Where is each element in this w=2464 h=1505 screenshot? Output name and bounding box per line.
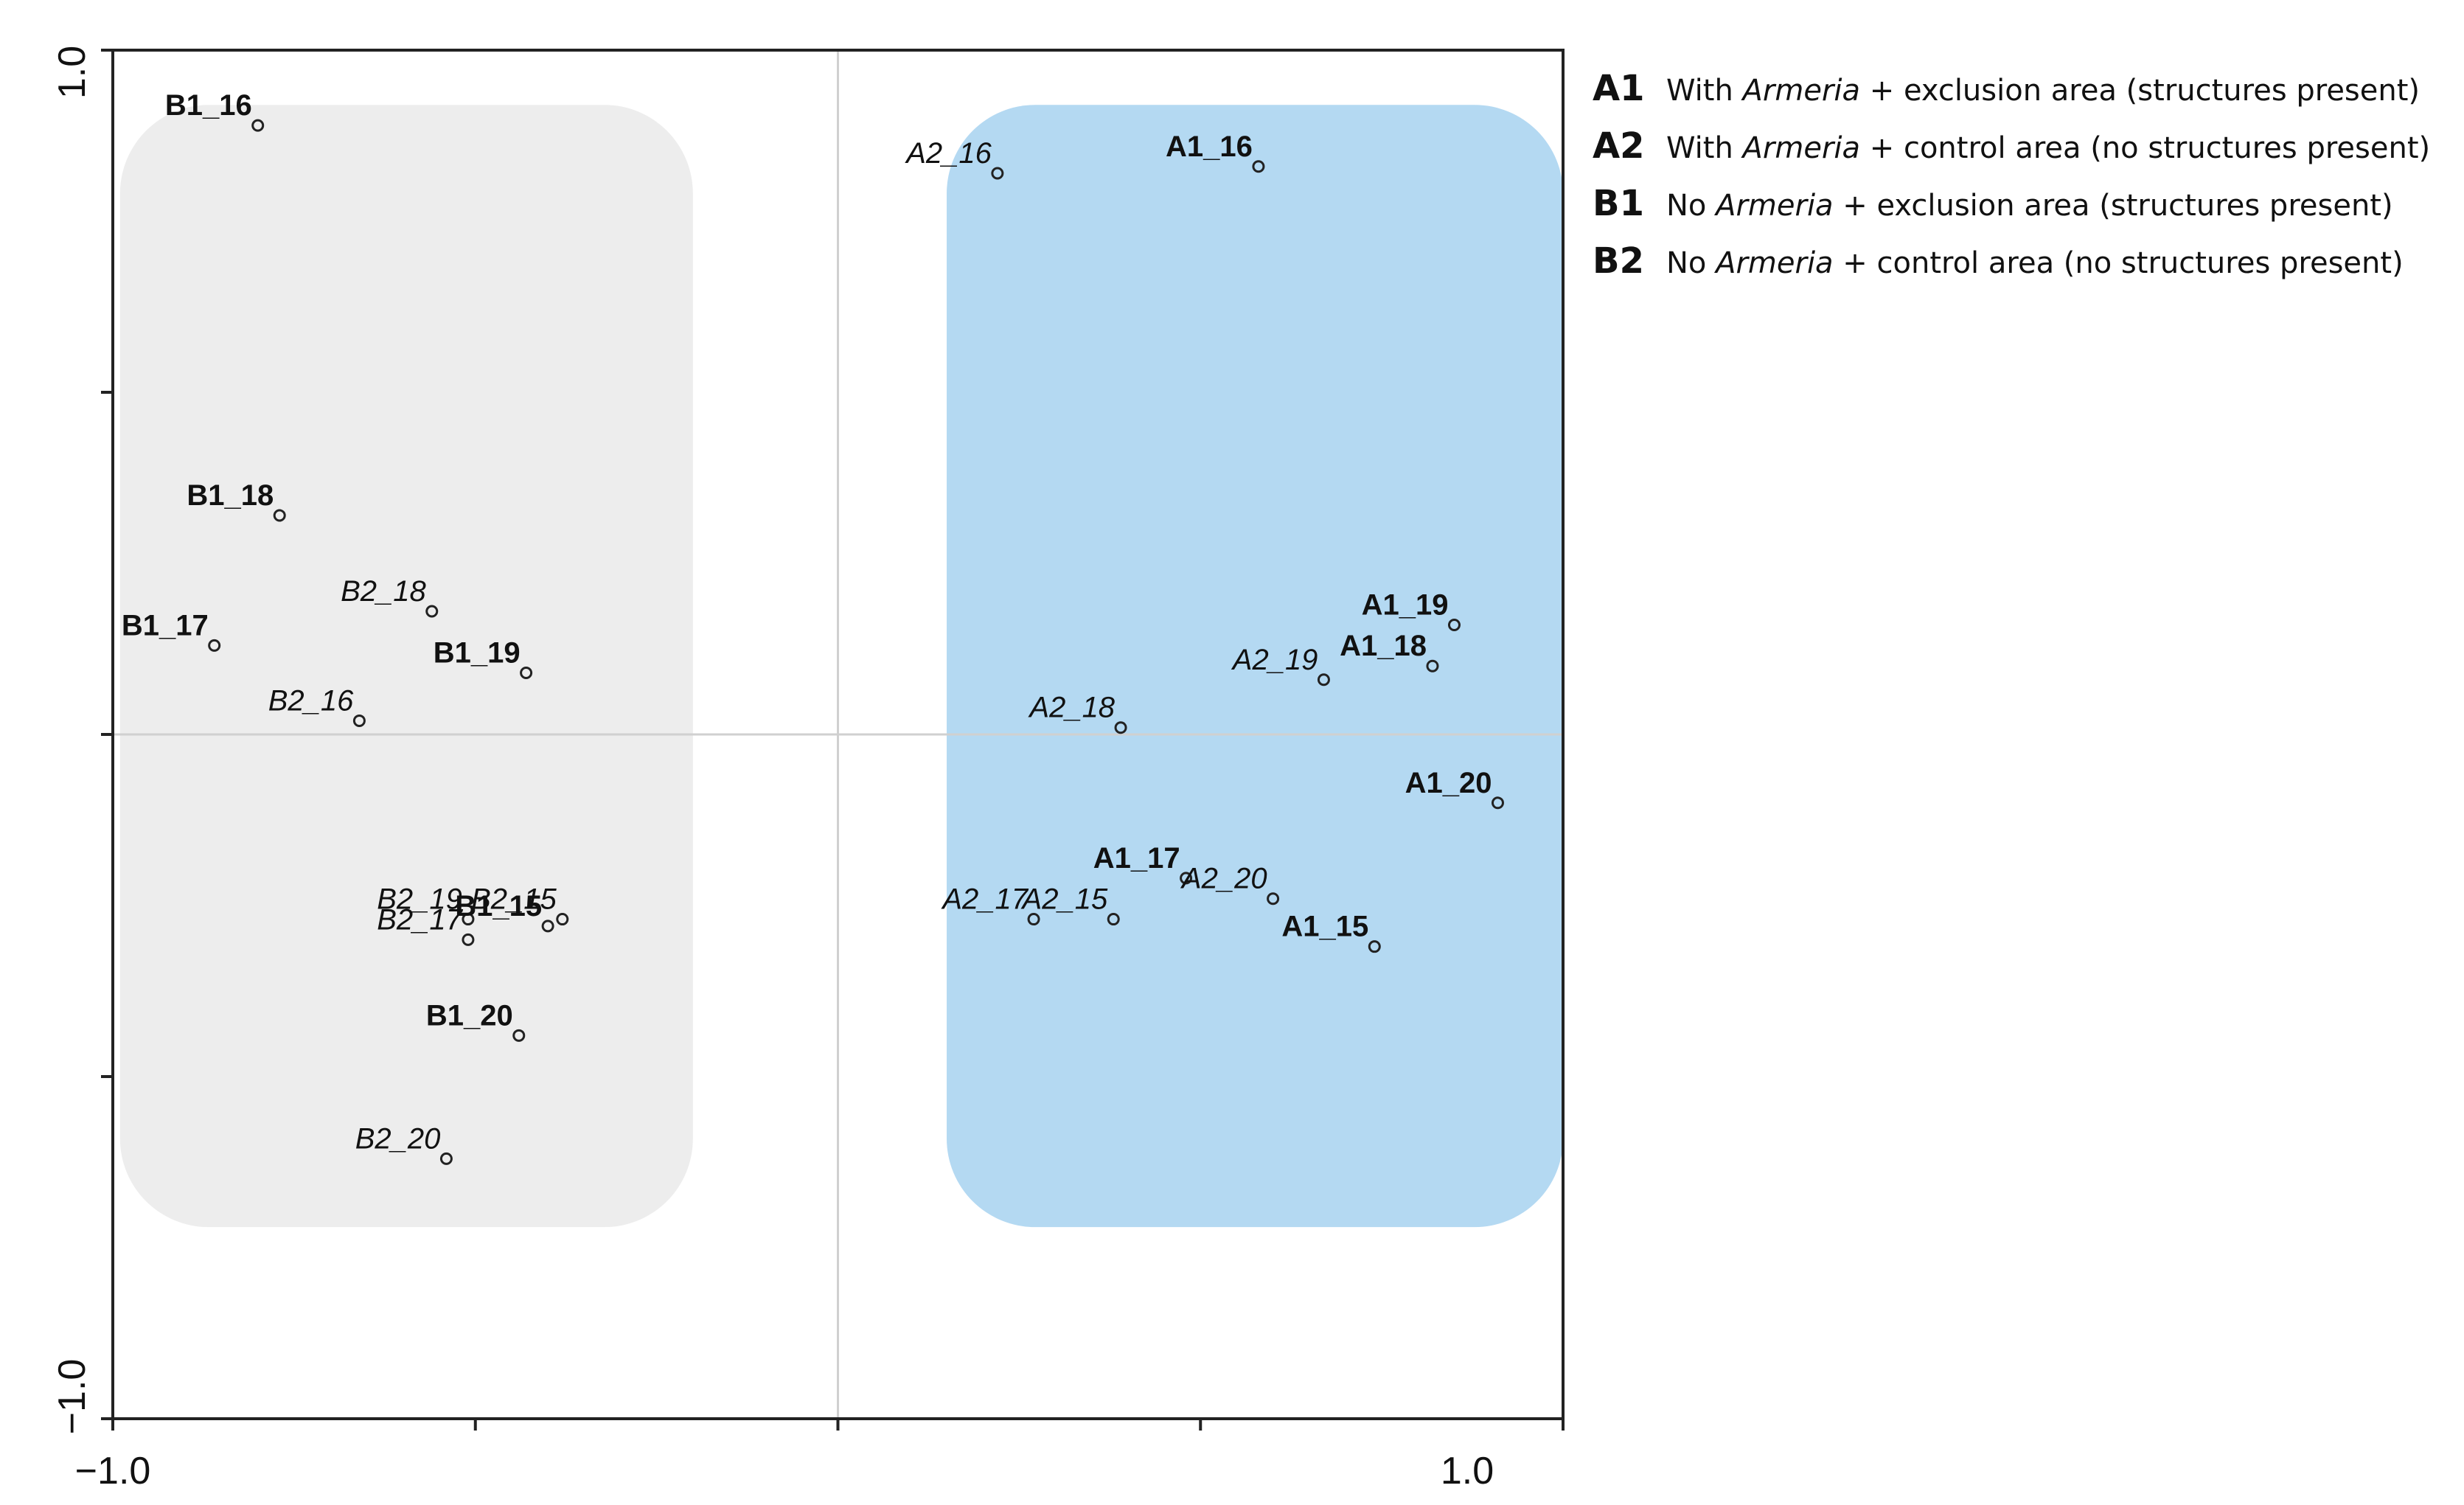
point-marker: [439, 1152, 453, 1165]
point-b2-18: B2_18: [341, 575, 439, 618]
point-marker: [462, 933, 475, 946]
point-marker: [425, 605, 439, 618]
x-tick-label-min: −1.0: [75, 1450, 151, 1492]
x-tick-label-max: 1.0: [1441, 1450, 1494, 1492]
point-b1-20: B1_20: [426, 999, 526, 1042]
legend-description: No Armeria + control area (no structures…: [1666, 246, 2404, 280]
left-region: [119, 105, 693, 1228]
point-a2-19: A2_19: [1231, 644, 1330, 687]
legend-code: B1: [1593, 183, 1644, 224]
point-label: B1_17: [122, 609, 209, 642]
legend-item-b1: B1 No Armeria + exclusion area (structur…: [1593, 183, 2430, 240]
point-a2-20: A2_20: [1180, 863, 1280, 906]
point-label: A1_18: [1340, 630, 1427, 662]
point-a2-16: A2_16: [905, 137, 1004, 180]
point-a1-15: A1_15: [1281, 911, 1381, 953]
point-label: B2_20: [355, 1122, 441, 1155]
right-region: [947, 105, 1563, 1228]
point-a2-15: A2_15: [1021, 883, 1120, 926]
point-label: B1_19: [434, 636, 521, 669]
legend-description: With Armeria + control area (no structur…: [1666, 131, 2431, 165]
y-tick-label-min: −1.0: [51, 1359, 94, 1435]
point-label: B1_20: [426, 999, 513, 1032]
point-a1-18: A1_18: [1340, 630, 1439, 672]
reference-lines: [113, 50, 1563, 1419]
point-a1-20: A1_20: [1405, 767, 1504, 810]
legend-item-a1: A1 With Armeria + exclusion area (struct…: [1593, 68, 2430, 125]
ordination-chart: −1.0 1.0 1.0 −1.0 B1_16 B1_18 B1_17 B1_19B2_18…: [51, 46, 1565, 1492]
point-b2-19: B2_19: [377, 883, 475, 926]
legend-code: A1: [1593, 68, 1645, 109]
point-a1-17: A1_17: [1093, 842, 1193, 885]
point-marker: [1107, 913, 1120, 926]
point-marker: [541, 920, 554, 933]
point-label: B2_15: [471, 883, 557, 916]
point-b1-18: B1_18: [187, 479, 286, 522]
point-marker: [1114, 721, 1127, 734]
point-marker: [1447, 619, 1461, 632]
point-label: A1_16: [1166, 131, 1253, 163]
point-marker: [208, 639, 221, 652]
point-b2-20: B2_20: [355, 1122, 453, 1165]
point-b1-19: B1_19: [434, 636, 533, 679]
point-marker: [1180, 872, 1193, 885]
point-label: A2_20: [1180, 863, 1267, 895]
point-label: B2_16: [268, 684, 354, 717]
point-a1-16: A1_16: [1166, 131, 1265, 173]
point-marker: [1267, 892, 1280, 906]
point-marker: [273, 509, 286, 522]
point-marker: [462, 913, 475, 926]
point-marker: [352, 714, 366, 727]
point-label: A1_19: [1362, 589, 1449, 622]
point-b2-17: B2_17: [377, 903, 475, 946]
point-marker: [251, 119, 265, 132]
point-marker: [1027, 913, 1040, 926]
point-label: B2_18: [341, 575, 426, 608]
legend-code: A2: [1593, 125, 1645, 167]
y-tick-label-max: 1.0: [51, 46, 94, 99]
point-marker: [1252, 160, 1265, 173]
legend-item-a2: A2 With Armeria + control area (no struc…: [1593, 125, 2430, 183]
point-b1-15: B1_15: [455, 890, 554, 933]
point-label: A1_20: [1405, 767, 1492, 799]
regions-layer: [119, 105, 1563, 1228]
point-marker: [1491, 796, 1504, 810]
point-label: A2_15: [1021, 883, 1108, 916]
point-marker: [991, 167, 1004, 180]
point-label: B2_17: [377, 903, 463, 936]
point-label: A2_16: [905, 137, 992, 170]
legend-item-b2: B2 No Armeria + control area (no structu…: [1593, 240, 2430, 298]
point-label: A1_17: [1093, 842, 1180, 875]
point-label: B2_19: [377, 883, 462, 916]
point-marker: [520, 666, 533, 679]
legend-description: With Armeria + exclusion area (structure…: [1666, 74, 2421, 108]
point-label: B1_18: [187, 479, 274, 512]
point-label: B1_16: [165, 89, 252, 122]
point-label: A2_17: [941, 883, 1029, 916]
point-label: A1_15: [1281, 911, 1368, 943]
point-label: B1_15: [455, 890, 542, 922]
legend-code: B2: [1593, 240, 1644, 282]
point-b2-16: B2_16: [268, 684, 366, 727]
point-a1-19: A1_19: [1362, 589, 1461, 632]
point-a2-18: A2_18: [1028, 692, 1127, 734]
point-label: A2_19: [1231, 644, 1318, 676]
point-b2-15: B2_15: [471, 883, 569, 926]
point-b1-16: B1_16: [165, 89, 265, 132]
axes: −1.0 1.0 1.0 −1.0: [51, 46, 1565, 1492]
legend-description: No Armeria + exclusion area (structures …: [1666, 189, 2393, 223]
point-label: A2_18: [1028, 692, 1115, 724]
point-marker: [556, 913, 569, 926]
point-marker: [1368, 940, 1381, 953]
point-marker: [1317, 673, 1330, 687]
point-a2-17: A2_17: [941, 883, 1040, 926]
point-b1-17: B1_17: [122, 609, 221, 652]
legend: A1 With Armeria + exclusion area (struct…: [1593, 68, 2430, 298]
point-marker: [512, 1029, 526, 1042]
point-marker: [1426, 659, 1439, 672]
